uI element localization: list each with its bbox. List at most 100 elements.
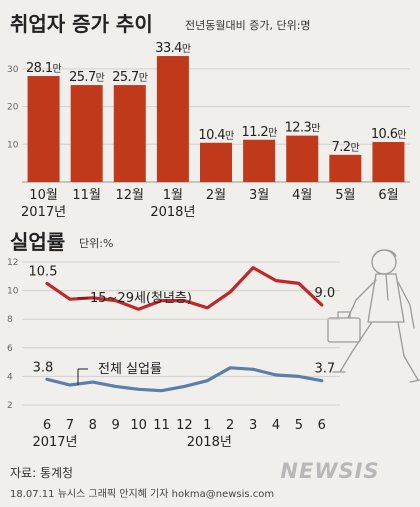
- bar-month-label: 4월: [292, 188, 312, 203]
- bar-year-label: 2018년: [150, 205, 195, 220]
- bar-month-label: 1월: [163, 188, 183, 203]
- bar-value-unit: 만: [96, 72, 105, 84]
- bar-value-number: 11.2: [242, 125, 269, 140]
- bar-month-label: 2월: [206, 188, 226, 203]
- bar-value-number: 12.3: [285, 121, 312, 136]
- line-month-label: 9: [112, 418, 120, 433]
- line-month-label: 2: [226, 418, 234, 433]
- bar-value-label: 12.3만: [285, 121, 321, 136]
- bar-month-label: 6월: [378, 188, 398, 203]
- line-month-label: 11: [153, 418, 170, 433]
- bar-chart-bars: [27, 56, 405, 182]
- bar-value-number: 28.1: [26, 61, 53, 76]
- line-year-label: 2018년: [187, 435, 232, 450]
- line-chart-year-labels: 2017년 2018년: [32, 435, 231, 450]
- bar-value-label: 11.2만: [242, 125, 278, 140]
- worker-briefcase: [327, 317, 361, 343]
- bar-ytick-label: 30: [7, 65, 19, 75]
- line-ytick-label: 8: [7, 315, 13, 325]
- line-chart-value-labels: 10.5 9.0 3.8 3.7: [29, 264, 336, 376]
- line-chart-yaxis: 2 4 6 8 10 12: [7, 258, 19, 411]
- line-month-label: 6: [318, 418, 326, 433]
- bar-value-label: 33.4만: [155, 41, 191, 56]
- briefcase-handle: [337, 311, 351, 319]
- line-start-label: 3.8: [33, 360, 54, 375]
- worker-right-shoe: [409, 379, 420, 383]
- bar-1: [27, 76, 60, 182]
- line-chart-month-labels: 6 7 8 9 10 11 12 1 2 3 4 5 6: [43, 418, 326, 433]
- worker-hair: [373, 249, 397, 257]
- bar-6: [243, 139, 276, 182]
- bar-value-unit: 만: [182, 43, 191, 55]
- bar-5: [200, 142, 232, 182]
- source-text: 자료: 통계청: [10, 466, 73, 480]
- bar-month-label: 12월: [116, 188, 145, 203]
- worker-right-leg: [397, 321, 419, 381]
- bar-value-unit: 만: [139, 72, 148, 84]
- line-chart-title: 실업률: [10, 230, 65, 254]
- line-month-label: 6: [43, 418, 51, 433]
- bar-month-label: 5월: [335, 188, 355, 203]
- line-ytick-label: 4: [7, 372, 13, 382]
- line-year-label: 2017년: [32, 435, 77, 450]
- bar-chart-yaxis: 10 20 30: [7, 65, 19, 150]
- bar-chart-month-labels: 10월 11월 12월 1월 2월 3월 4월 5월 6월: [29, 188, 398, 203]
- line-chart-subtitle: 단위:%: [79, 237, 113, 250]
- line-chart-series: [45, 266, 324, 393]
- walking-worker-illustration: [327, 249, 420, 383]
- bar-2: [70, 85, 103, 182]
- bar-month-label: 3월: [249, 188, 269, 203]
- bar-ytick-label: 20: [7, 103, 19, 113]
- line-start-label: 10.5: [29, 264, 58, 279]
- bar-value-label: 25.7만: [112, 70, 148, 85]
- bar-value-unit: 만: [225, 130, 234, 142]
- line-chart-gridlines: [22, 261, 340, 406]
- line-month-label: 5: [295, 418, 303, 433]
- bar-chart-title: 취업자 증가 추이: [10, 12, 153, 36]
- bar-8: [329, 154, 362, 182]
- newsis-watermark: NEWSIS: [280, 459, 379, 483]
- bar-value-number: 10.4: [198, 128, 225, 143]
- line-ytick-label: 6: [7, 344, 13, 354]
- bar-month-label: 11월: [72, 188, 101, 203]
- bar-value-label: 10.6만: [371, 127, 407, 142]
- bar-year-label: 2017년: [21, 205, 66, 220]
- line-ytick-label: 10: [7, 287, 19, 297]
- line-month-label: 10: [130, 418, 147, 433]
- bar-value-unit: 만: [268, 127, 277, 139]
- bar-4: [156, 56, 189, 182]
- bar-value-unit: 만: [53, 63, 62, 75]
- bar-value-unit: 만: [311, 123, 320, 135]
- line-month-label: 8: [89, 418, 97, 433]
- bar-value-label: 25.7만: [69, 70, 105, 85]
- line-ytick-label: 12: [7, 258, 18, 268]
- total-series-label: 전체 실업률: [98, 362, 162, 377]
- bar-9: [372, 142, 405, 182]
- worker-tie: [385, 273, 389, 301]
- line-end-label: 3.7: [314, 362, 335, 377]
- bar-value-label: 28.1만: [26, 61, 62, 76]
- line-series-1: [45, 266, 324, 311]
- line-end-label: 9.0: [314, 286, 335, 301]
- worker-left-arm: [347, 279, 377, 319]
- bar-value-number: 25.7: [69, 70, 96, 85]
- bar-chart-subtitle: 전년동월대비 증가, 단위:명: [185, 19, 311, 32]
- line-month-label: 7: [66, 418, 74, 433]
- bar-3: [113, 85, 146, 182]
- bar-ytick-label: 10: [7, 140, 19, 150]
- bar-value-number: 7.2: [332, 140, 351, 155]
- youth-series-label: 15~29세(청년층): [90, 291, 192, 306]
- line-month-label: 3: [249, 418, 257, 433]
- credit-text: 18.07.11 뉴시스 그래픽 안지혜 기자 hokma@newsis.com: [10, 488, 274, 500]
- worker-right-arm: [397, 281, 415, 329]
- bar-7: [286, 135, 319, 182]
- bar-value-label: 7.2만: [332, 140, 360, 155]
- bar-value-label: 10.4만: [198, 128, 234, 143]
- bar-month-label: 10월: [29, 188, 58, 203]
- line-month-label: 1: [203, 418, 211, 433]
- line-series-2: [45, 366, 324, 393]
- bar-value-number: 10.6: [371, 127, 398, 142]
